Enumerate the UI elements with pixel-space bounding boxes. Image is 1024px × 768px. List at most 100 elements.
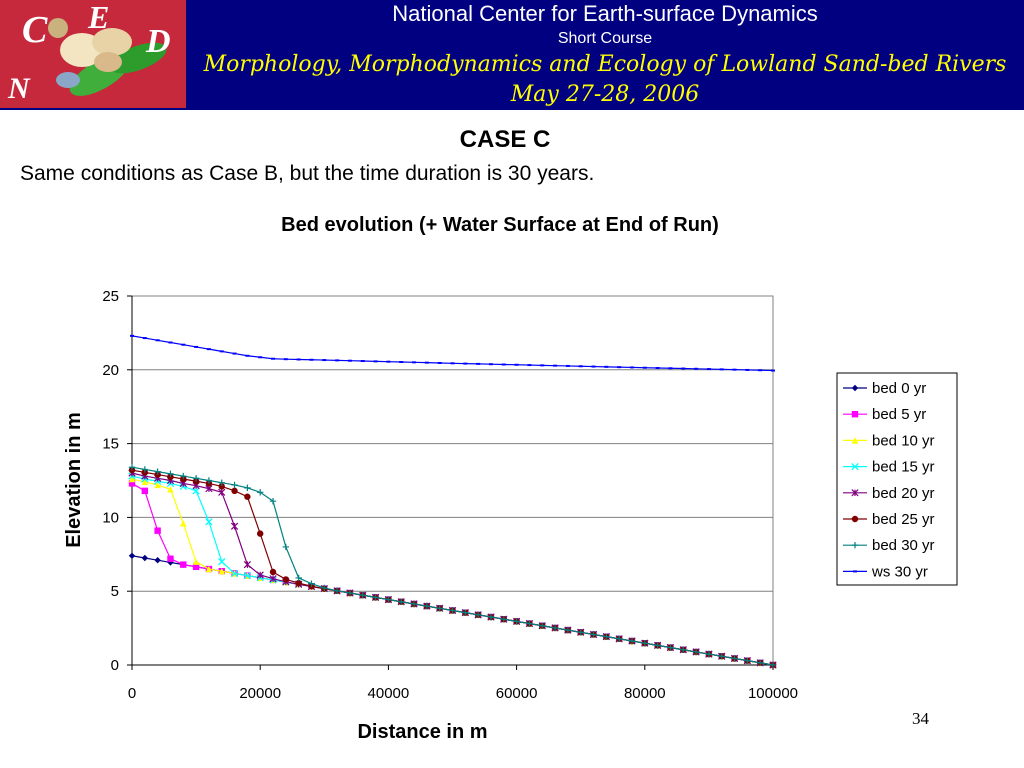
data-point [346,589,354,597]
data-point [128,552,136,559]
data-point [230,569,239,578]
plot-area [131,295,774,666]
series-bed-30-yr [128,464,777,669]
data-point [628,637,636,645]
data-point [551,624,559,632]
data-point [436,605,443,612]
data-point [128,464,136,471]
y-tick-label: 20 [102,362,119,379]
x-tick-label: 20000 [239,685,281,702]
data-point [744,657,751,664]
y-tick-label: 15 [102,436,119,453]
data-point [243,561,252,569]
data-point [154,557,161,564]
data-point [180,472,187,480]
data-point [218,488,226,496]
legend-label: bed 30 yr [872,537,935,554]
legend-entry: bed 30 yr [843,537,935,554]
data-point [564,626,572,634]
data-point [244,493,251,500]
data-point [359,592,366,599]
data-point [257,489,264,496]
legend-swatch-marker [851,515,859,523]
data-point [180,561,187,568]
slide-description: Same conditions as Case B, but the time … [20,162,595,185]
data-point [269,575,277,583]
header-banner: C E D N National Center for Earth-surfac… [0,0,1024,110]
data-point [154,468,161,475]
data-point [449,607,456,614]
data-point [205,565,213,573]
data-point [641,639,648,647]
data-point [231,481,238,489]
data-point [141,478,149,486]
data-point [385,596,392,603]
data-point [577,629,584,636]
data-point [218,568,225,575]
x-tick-label: 40000 [368,685,410,702]
data-point [218,483,225,490]
chart-title: Bed evolution (+ Water Surface at End of… [281,214,719,236]
series-ws-30-yr [130,334,775,372]
data-point [462,609,469,616]
legend-label: bed 10 yr [872,432,935,449]
legend-entry: bed 20 yr [843,485,935,502]
legend-label: ws 30 yr [871,563,928,580]
data-point [731,655,738,662]
data-point [256,571,264,579]
data-point [192,558,200,565]
data-point [333,587,341,595]
x-tick-label: 60000 [496,685,538,702]
data-point [526,620,533,627]
legend-label: bed 0 yr [872,380,926,397]
legend-label: bed 5 yr [872,406,926,423]
y-axis-label: Elevation in m [63,412,85,548]
data-point [167,559,174,566]
legend-entry: ws 30 yr [843,563,928,580]
data-point [269,497,277,505]
data-point [205,518,213,526]
course-title: Morphology, Morphodynamics and Ecology o… [203,52,1007,77]
data-point [500,615,507,623]
x-tick-label: 0 [128,685,136,702]
data-point [603,633,610,640]
data-point [180,520,187,527]
logo-letter-c: C [22,9,48,51]
data-point [372,594,379,601]
data-point [487,613,495,621]
data-point [295,579,302,587]
data-point [282,576,290,583]
data-point [192,563,200,571]
data-point [128,480,136,487]
legend-entry: bed 15 yr [843,459,935,476]
logo-letter-e: E [87,0,109,35]
legend-label: bed 15 yr [872,459,935,476]
data-point [423,602,431,610]
data-point [769,661,777,669]
y-tick-label: 0 [111,657,119,674]
legend-entry: bed 10 yr [843,432,935,449]
data-point [244,484,251,492]
data-point [141,554,149,562]
ced-logo: C E D N [0,0,186,108]
data-point [192,487,200,495]
data-point [295,574,302,582]
logo-letter-d: D [145,23,171,60]
data-point [590,631,597,638]
data-point [218,558,226,566]
data-point [230,522,239,530]
legend-entry: bed 0 yr [843,380,926,397]
data-point [141,466,149,473]
data-point [167,555,174,562]
legend-swatch-marker [851,489,859,497]
legend-swatch-marker [851,411,859,418]
legend-label: bed 20 yr [872,485,935,502]
data-point [231,487,238,495]
data-point [141,487,149,495]
slide-heading: CASE C [459,126,551,153]
y-tick-label: 25 [102,288,119,305]
x-tick-label: 80000 [624,685,666,702]
legend-box [836,372,958,586]
x-axis-label: Distance in m [357,721,487,743]
